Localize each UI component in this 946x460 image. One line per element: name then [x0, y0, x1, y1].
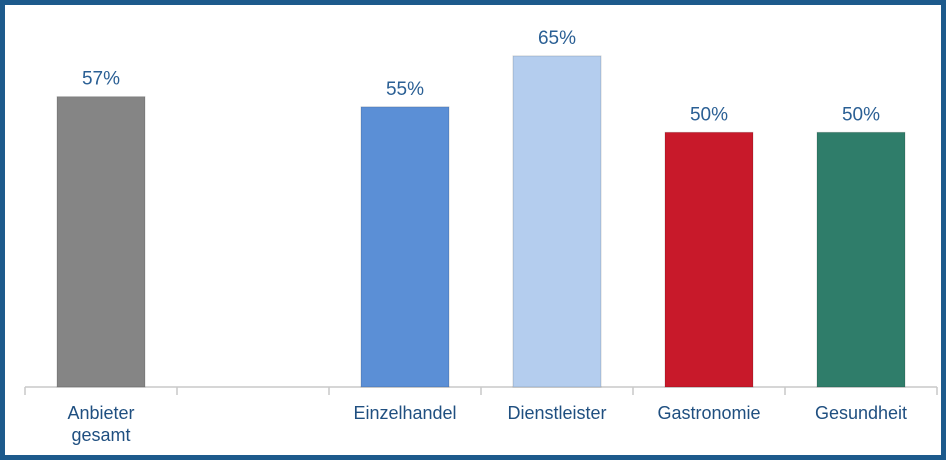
value-label: 65% [538, 28, 576, 49]
value-label: 55% [386, 79, 424, 100]
x-tick-label: Gesundheit [814, 403, 908, 423]
value-label: 50% [690, 104, 728, 125]
value-label: 50% [842, 104, 880, 125]
bar [512, 55, 602, 388]
bar [56, 96, 146, 388]
x-tick-label: Dienstleister [507, 403, 607, 423]
x-tick-label: Gastronomie [657, 403, 761, 423]
x-tick-label: Einzelhandel [353, 403, 457, 423]
bar [664, 131, 754, 388]
bar [360, 106, 450, 388]
x-tick-label: Anbieter gesamt [67, 403, 135, 445]
value-label: 57% [82, 69, 120, 90]
bar [816, 131, 906, 388]
